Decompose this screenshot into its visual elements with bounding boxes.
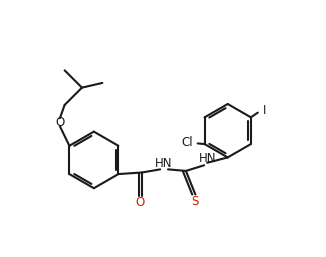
Text: Cl: Cl [182, 136, 193, 149]
Text: I: I [262, 104, 266, 117]
Text: O: O [136, 197, 145, 209]
Text: O: O [55, 116, 65, 129]
Text: HN: HN [155, 157, 173, 170]
Text: S: S [192, 195, 199, 208]
Text: HN: HN [199, 152, 216, 166]
